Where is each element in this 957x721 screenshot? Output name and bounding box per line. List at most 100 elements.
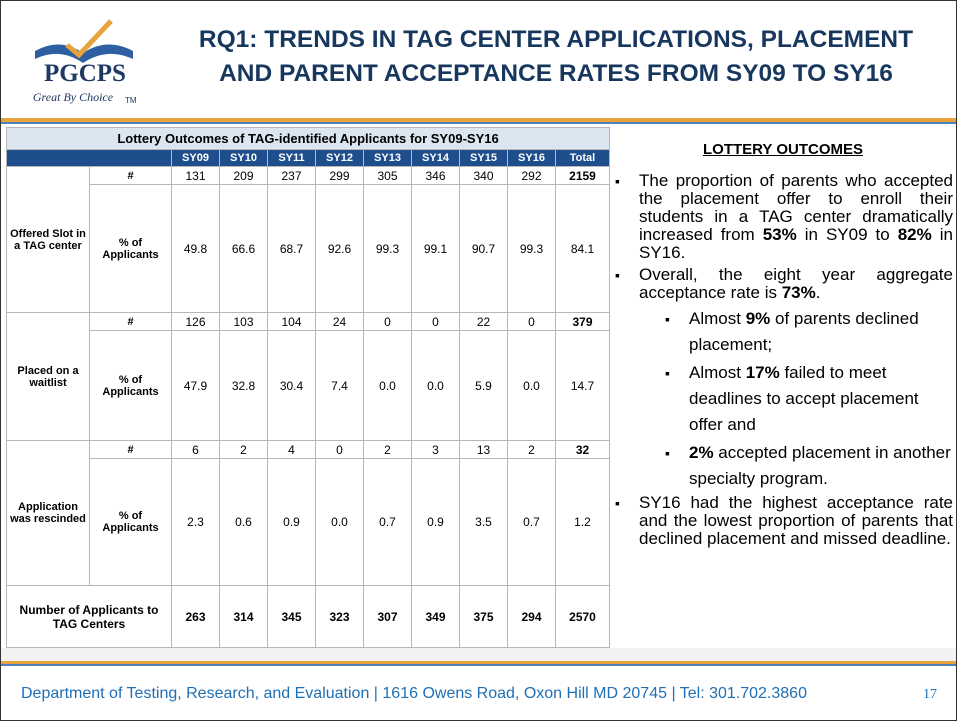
bullet-text: 73% bbox=[781, 283, 816, 302]
cell: 92.6 bbox=[315, 184, 364, 313]
data-row: % of Applicants 47.9 32.8 30.4 7.4 0.0 0.0 5.9 0… bbox=[7, 330, 611, 441]
bullet-text: Almost bbox=[689, 309, 746, 328]
cell: 299 bbox=[315, 166, 364, 185]
logo-name: PGCPS bbox=[44, 60, 126, 87]
cell: 99.3 bbox=[507, 184, 556, 313]
cell: 84.1 bbox=[554, 184, 611, 313]
cell: 24 bbox=[315, 312, 364, 331]
cell: 323 bbox=[315, 585, 364, 648]
cell: 0 bbox=[507, 312, 556, 331]
page-number: 17 bbox=[923, 687, 937, 702]
panel-heading: LOTTERY OUTCOMES bbox=[702, 141, 863, 158]
divider bbox=[1, 661, 956, 664]
cell: 294 bbox=[507, 585, 556, 648]
group-label: Placed on a waitlist bbox=[6, 312, 90, 441]
cell: 2 bbox=[507, 440, 556, 459]
bullet: Almost 17% failed to meet deadlines to a… bbox=[613, 360, 953, 438]
bullet-text: 17% bbox=[745, 363, 780, 382]
group-label: Application was rescinded bbox=[6, 440, 90, 586]
column-header: SY14 bbox=[411, 149, 460, 167]
cell: 0.0 bbox=[363, 330, 412, 441]
cell: 6 bbox=[171, 440, 220, 459]
cell: 66.6 bbox=[219, 184, 268, 313]
cell: 49.8 bbox=[171, 184, 220, 313]
bullet-text: Almost bbox=[689, 363, 746, 382]
cell: 2 bbox=[219, 440, 268, 459]
cell: 292 bbox=[507, 166, 556, 185]
cell: 375 bbox=[459, 585, 508, 648]
divider bbox=[1, 664, 956, 666]
cell: 103 bbox=[219, 312, 268, 331]
cell: 237 bbox=[267, 166, 316, 185]
row-label: % of Applicants bbox=[89, 184, 172, 313]
cell: 131 bbox=[171, 166, 220, 185]
book-icon bbox=[35, 44, 133, 63]
bullet-text: SY16 had the highest acceptance rate and… bbox=[639, 493, 953, 548]
cell: 14.7 bbox=[554, 330, 611, 441]
footer-text: Department of Testing, Research, and Eva… bbox=[21, 685, 807, 702]
title-line: RQ1: TRENDS IN TAG CENTER APPLICATIONS, … bbox=[198, 26, 914, 53]
cell: 4 bbox=[267, 440, 316, 459]
cell: 0 bbox=[411, 312, 460, 331]
cell: 0 bbox=[315, 440, 364, 459]
cell: 305 bbox=[363, 166, 412, 185]
cell: 90.7 bbox=[459, 184, 508, 313]
data-row: % of Applicants 49.8 66.6 68.7 92.6 99.3 99.1 9… bbox=[7, 184, 611, 313]
cell: 3 bbox=[411, 440, 460, 459]
data-row: Offered Slot in a TAG center #131 209 237 29… bbox=[6, 166, 611, 313]
bullet-text: of parents declined placement; bbox=[689, 309, 919, 354]
bullet-text: . bbox=[815, 283, 821, 302]
cell: 0.7 bbox=[363, 458, 412, 586]
row-label: % of Applicants bbox=[89, 330, 172, 441]
total-label: Number of Applicants to TAG Centers bbox=[6, 585, 172, 648]
cell: 0.9 bbox=[411, 458, 460, 586]
bullet: Overall, the eight year aggregate accept… bbox=[613, 266, 953, 302]
row-label: # bbox=[89, 440, 172, 459]
cell: 47.9 bbox=[171, 330, 220, 441]
bullet-text: Overall, the eight year aggregate accept… bbox=[639, 265, 953, 302]
bullet-text: accepted placement in another specialty … bbox=[689, 443, 951, 488]
cell: 99.3 bbox=[363, 184, 412, 313]
bullet: SY16 had the highest acceptance rate and… bbox=[613, 494, 953, 548]
slide-title: RQ1: TRENDS IN TAG CENTER APPLICATIONS, … bbox=[161, 23, 951, 91]
bullet: Almost 9% of parents declined placement; bbox=[613, 306, 953, 358]
bullet: The proportion of parents who accepted t… bbox=[613, 172, 953, 262]
row-label: # bbox=[89, 312, 172, 331]
logo-mark: TM bbox=[125, 96, 137, 105]
cell: 30.4 bbox=[267, 330, 316, 441]
cell: 0.0 bbox=[507, 330, 556, 441]
row-label: # bbox=[89, 166, 172, 185]
bullet-text: failed to meet deadlines to accept place… bbox=[689, 363, 919, 434]
data-row: Placed on a waitlist #126 103 104 24 0 0 22 0 379 bbox=[6, 312, 611, 441]
cell: 3.5 bbox=[459, 458, 508, 586]
cell: 1.2 bbox=[554, 458, 611, 586]
cell: 0.0 bbox=[315, 458, 364, 586]
row-label: % of Applicants bbox=[89, 458, 172, 586]
column-header: SY09 bbox=[171, 149, 220, 167]
cell: 0.0 bbox=[411, 330, 460, 441]
bullet-text: 2% bbox=[689, 443, 714, 462]
column-header: SY13 bbox=[363, 149, 412, 167]
cell: 314 bbox=[219, 585, 268, 648]
cell: 345 bbox=[267, 585, 316, 648]
cell: 0.6 bbox=[219, 458, 268, 586]
check-icon bbox=[65, 19, 113, 59]
cell: 379 bbox=[554, 312, 611, 331]
cell: 2570 bbox=[554, 585, 611, 648]
column-header: Total bbox=[554, 149, 611, 167]
cell: 340 bbox=[459, 166, 508, 185]
cell: 2159 bbox=[554, 166, 611, 185]
title-row: Lottery Outcomes of TAG-identified Appli… bbox=[5, 127, 611, 150]
cell: 22 bbox=[459, 312, 508, 331]
table-title: Lottery Outcomes of TAG-identified Appli… bbox=[5, 127, 611, 150]
cell: 346 bbox=[411, 166, 460, 185]
bullet-text: 53% bbox=[762, 225, 797, 244]
bullet-text: in SY16. bbox=[639, 225, 953, 262]
cell: 32.8 bbox=[219, 330, 268, 441]
side-panel: LOTTERY OUTCOMES The proportion of paren… bbox=[613, 141, 953, 552]
cell: 13 bbox=[459, 440, 508, 459]
cell: 0 bbox=[363, 312, 412, 331]
column-header: SY10 bbox=[219, 149, 268, 167]
bullet-text: in SY09 to bbox=[796, 225, 898, 244]
